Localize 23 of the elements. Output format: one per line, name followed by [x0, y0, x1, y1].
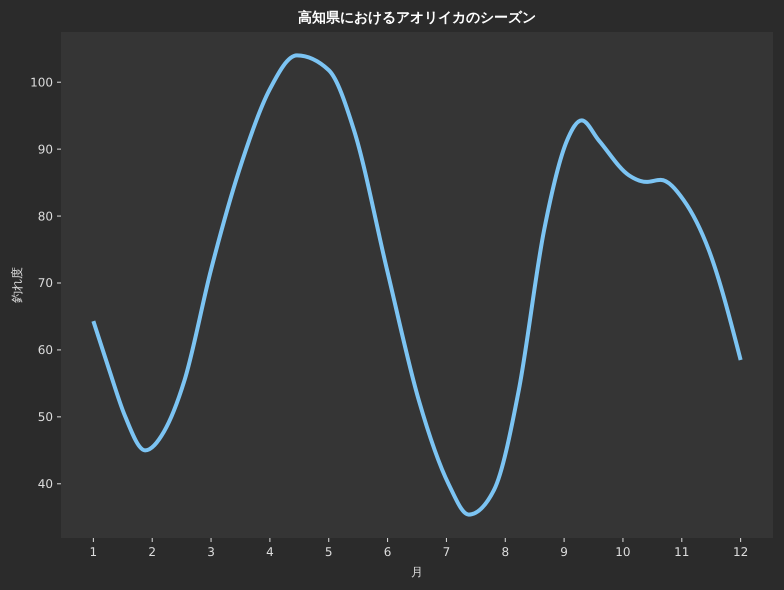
y-tick-label: 90 — [38, 142, 53, 156]
y-tick-label: 80 — [38, 209, 53, 224]
x-tick-label: 12 — [732, 545, 748, 559]
y-tick-label: 40 — [38, 476, 53, 491]
x-tick-label: 5 — [324, 545, 333, 559]
y-tick-label: 50 — [38, 410, 53, 424]
x-tick-label: 1 — [90, 545, 98, 559]
chart-title: 高知県におけるアオリイカのシーズン — [298, 9, 536, 26]
y-tick-label: 60 — [38, 343, 53, 358]
x-tick-label: 11 — [674, 545, 690, 559]
x-tick-label: 8 — [501, 545, 510, 559]
x-tick-label: 6 — [384, 545, 392, 559]
y-tick-label: 70 — [38, 276, 53, 290]
line-series — [91, 53, 743, 517]
x-tick-label: 9 — [560, 545, 568, 559]
x-tick-label: 3 — [207, 545, 215, 559]
x-tick-label: 10 — [615, 545, 631, 559]
x-tick-label: 7 — [442, 545, 450, 559]
x-axis-title: 月 — [411, 565, 423, 579]
y-axis-title: 釣れ度 — [10, 267, 24, 303]
y-tick-label: 100 — [30, 75, 53, 90]
x-tick-label: 2 — [148, 545, 156, 559]
x-tick-label: 4 — [266, 545, 274, 559]
